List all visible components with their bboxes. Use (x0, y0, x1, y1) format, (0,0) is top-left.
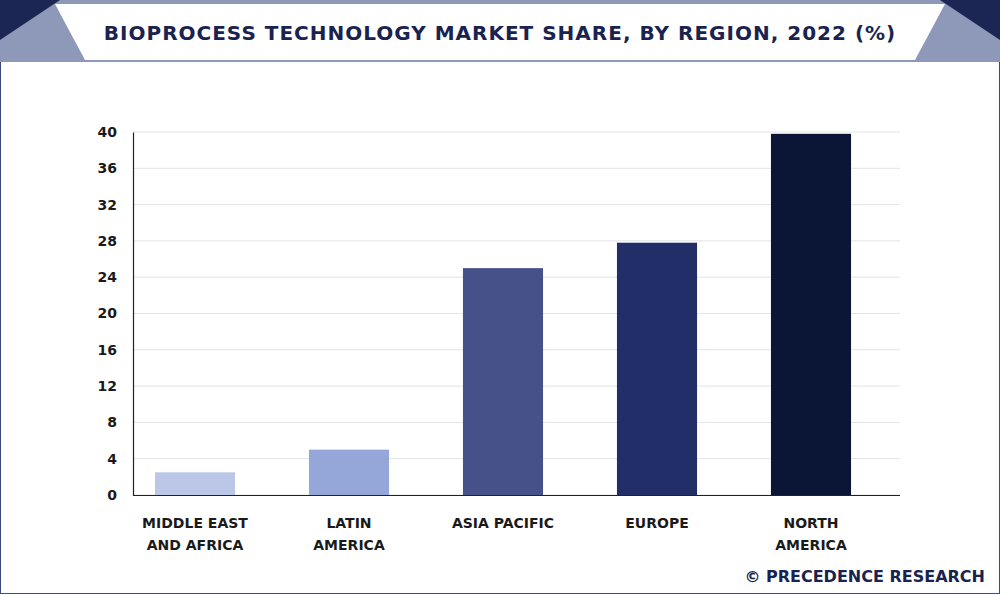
x-tick: ASIA PACIFIC (452, 495, 554, 531)
title-box (55, 4, 945, 60)
x-tick-label: NORTHAMERICA (775, 515, 847, 553)
x-tick-label: ASIA PACIFIC (452, 515, 554, 531)
chart: BIOPROCESS TECHNOLOGY MARKET SHARE, BY R… (0, 0, 1000, 594)
y-tick-label: 28 (98, 233, 117, 249)
title: BIOPROCESS TECHNOLOGY MARKET SHARE, BY R… (104, 21, 896, 45)
x-tick: EUROPE (625, 495, 688, 531)
header-band (0, 0, 1000, 62)
bar (155, 472, 235, 495)
frame (1, 1, 1000, 594)
y-tick: 24 (98, 269, 133, 285)
y-tick: 8 (107, 414, 133, 430)
y-tick: 20 (98, 305, 133, 321)
y-tick-label: 20 (98, 305, 118, 321)
bar (617, 243, 697, 495)
y-axis: 0 4 8 12 16 20 24 28 32 36 40 (98, 124, 134, 503)
y-tick: 4 (107, 451, 133, 467)
bars (155, 134, 851, 495)
x-tick: LATINAMERICA (313, 495, 385, 553)
y-tick-label: 24 (98, 269, 118, 285)
y-tick: 32 (98, 197, 133, 213)
bar (771, 134, 851, 495)
x-tick-label: LATINAMERICA (313, 515, 385, 553)
x-axis: MIDDLE EASTAND AFRICA LATINAMERICA ASIA PA… (133, 495, 900, 553)
y-tick-label: 36 (98, 160, 117, 176)
y-tick: 28 (98, 233, 133, 249)
bar (463, 268, 543, 495)
y-tick-label: 40 (98, 124, 118, 140)
grid-line (133, 132, 900, 133)
y-tick: 40 (98, 124, 133, 140)
source: © PRECEDENCE RESEARCH (744, 567, 985, 586)
x-axis-line (133, 495, 900, 496)
y-tick-label: 32 (98, 197, 117, 213)
bar (309, 450, 389, 495)
y-tick-label: 12 (98, 378, 117, 394)
y-tick-label: 8 (107, 414, 117, 430)
y-axis-line (133, 133, 134, 496)
y-tick-label: 16 (98, 342, 117, 358)
y-tick: 36 (98, 160, 133, 176)
y-tick: 0 (107, 487, 133, 503)
y-tick-label: 0 (107, 487, 117, 503)
y-tick-label: 4 (107, 451, 117, 467)
x-tick-label: EUROPE (625, 515, 688, 531)
x-tick-label: MIDDLE EASTAND AFRICA (142, 515, 248, 553)
y-tick: 16 (98, 342, 133, 358)
x-tick: NORTHAMERICA (775, 495, 847, 553)
y-tick: 12 (98, 378, 133, 394)
header-corner (940, 0, 1000, 40)
x-tick: MIDDLE EASTAND AFRICA (142, 495, 248, 553)
header-corner (0, 0, 60, 40)
grid (133, 132, 900, 495)
